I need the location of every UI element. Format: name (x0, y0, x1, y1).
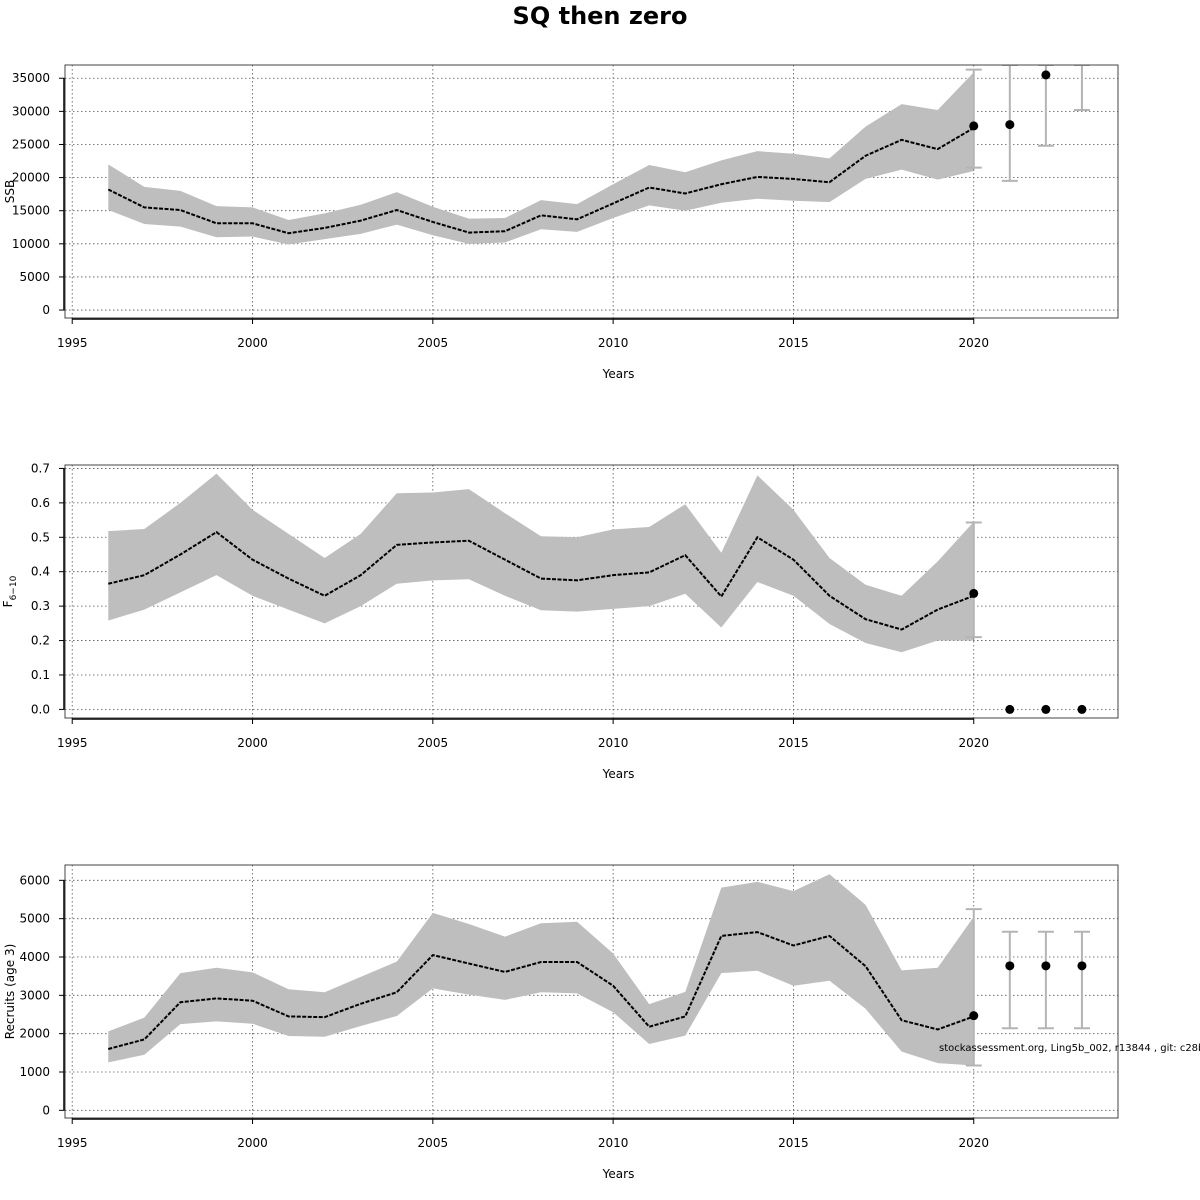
figure-title: SQ then zero (513, 2, 688, 30)
forecast-point (1041, 704, 1051, 714)
y-tick-label: 0 (42, 1103, 50, 1117)
y-axis-label-sub: 6−10 (9, 575, 19, 600)
y-tick-label: 10000 (12, 237, 50, 251)
forecast-point (1005, 961, 1015, 971)
forecast-error-bar (1001, 930, 1018, 1030)
x-tick-label: 1995 (57, 336, 88, 350)
x-tick-label: 2015 (778, 736, 809, 750)
x-tick-label: 2005 (418, 336, 449, 350)
estimate-line (108, 931, 975, 1050)
estimate-line (108, 530, 975, 631)
y-axis-label: F6−10 (1, 575, 19, 607)
x-tick-label: 2010 (598, 336, 629, 350)
forecast-error-bar (965, 68, 982, 169)
x-tick-label: 2020 (958, 736, 989, 750)
x-tick-label: 1995 (57, 1136, 88, 1150)
forecast-point (1005, 120, 1015, 130)
forecast-error-bar (1073, 930, 1090, 1030)
y-tick-label: 15000 (12, 204, 50, 218)
y-axis-label-main: SSB (3, 180, 17, 203)
forecast-error-bar (965, 521, 982, 639)
y-tick-label: 0.3 (31, 599, 50, 613)
x-tick-label: 2000 (237, 736, 268, 750)
x-tick-label: 1995 (57, 736, 88, 750)
y-tick-label: 5000 (19, 270, 50, 284)
x-tick-label: 2005 (418, 736, 449, 750)
x-tick-label: 2000 (237, 1136, 268, 1150)
x-tick-label: 2010 (598, 1136, 629, 1150)
x-axis-label: Years (602, 1167, 635, 1181)
y-tick-label: 20000 (12, 171, 50, 185)
forecast-point (969, 121, 979, 131)
y-tick-label: 4000 (19, 950, 50, 964)
y-tick-label: 0.1 (31, 668, 50, 682)
y-tick-label: 0.4 (31, 565, 50, 579)
y-tick-label: 25000 (12, 137, 50, 151)
y-tick-label: 0.7 (31, 461, 50, 475)
forecast-point (969, 1011, 979, 1021)
y-tick-label: 0.2 (31, 634, 50, 648)
forecast-error-bar (1073, 65, 1090, 112)
ssb-panel: 1995 2000 2005 2010 2015 2020 0 5000 10000 15000 2… (3, 64, 1119, 381)
footnote: stockassessment.org, Ling5b_002, r13844 … (939, 1043, 1200, 1054)
y-tick-label: 5000 (19, 912, 50, 926)
plot-frame (64, 864, 1119, 1119)
y-tick-label: 0 (42, 303, 50, 317)
y-tick-label: 2000 (19, 1027, 50, 1041)
y-tick-label: 35000 (12, 71, 50, 85)
forecast-point (1077, 961, 1087, 971)
x-axis-label: Years (602, 767, 635, 781)
y-tick-label: 3000 (19, 988, 50, 1002)
plot-frame (64, 64, 1119, 319)
y-axis-label: SSB (3, 180, 17, 203)
y-tick-label: 6000 (19, 873, 50, 887)
x-axis-label: Years (602, 367, 635, 381)
forecast-point (1077, 704, 1087, 714)
recruits-panel: 1995 2000 2005 2010 2015 2020 0 1000 2000 3000 400… (3, 864, 1119, 1181)
x-tick-label: 2020 (958, 336, 989, 350)
forecast-error-bar (965, 908, 982, 1067)
y-tick-label: 30000 (12, 104, 50, 118)
y-tick-label: 0.5 (31, 530, 50, 544)
estimate-line (107, 127, 975, 235)
y-axis-label: Recruits (age 3) (3, 944, 17, 1040)
forecast-error-bar (1037, 930, 1054, 1030)
y-tick-label: 0.0 (31, 702, 50, 716)
plot-frame (64, 464, 1119, 719)
forecast-point (1005, 704, 1015, 714)
y-tick-label: 1000 (19, 1065, 50, 1079)
confidence-band (108, 72, 974, 245)
confidence-band (108, 473, 974, 653)
x-tick-label: 2020 (958, 1136, 989, 1150)
confidence-band (108, 874, 974, 1066)
x-tick-label: 2000 (237, 336, 268, 350)
y-tick-label: 0.6 (31, 496, 50, 510)
x-tick-label: 2005 (418, 1136, 449, 1150)
x-tick-label: 2015 (778, 1136, 809, 1150)
fbar-panel: 1995 2000 2005 2010 2015 2020 0.0 0.1 0.2 0.3 0.4 0… (1, 461, 1119, 781)
y-axis-label-main: F (1, 600, 15, 607)
x-tick-label: 2015 (778, 336, 809, 350)
forecast-point (969, 588, 979, 598)
forecast-point (1041, 70, 1051, 80)
forecast-point (1041, 961, 1051, 971)
y-axis-label-main: Recruits (age 3) (3, 944, 17, 1040)
x-tick-label: 2010 (598, 736, 629, 750)
